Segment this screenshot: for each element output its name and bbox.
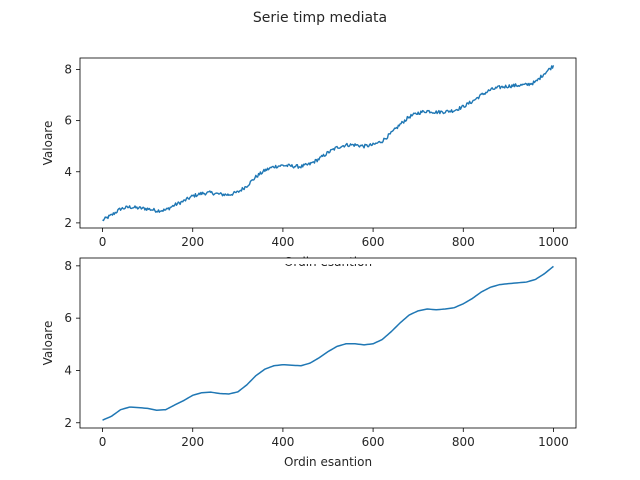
- bottom-y-tick-label: 6: [64, 311, 72, 325]
- top-x-tick-label: 800: [452, 235, 475, 249]
- bottom-x-tick-label: 1000: [538, 435, 569, 449]
- bottom-axes-background-edge: [80, 258, 576, 264]
- bottom-series-line: [102, 265, 554, 421]
- bottom-x-tick-label: 200: [181, 435, 204, 449]
- top-y-tick-label: 4: [64, 165, 72, 179]
- bottom-y-axis-label: Valoare: [41, 321, 55, 366]
- top-y-tick-label: 2: [64, 216, 72, 230]
- top-y-axis-label: Valoare: [41, 121, 55, 166]
- bottom-y-tick-label: 4: [64, 363, 72, 377]
- top-y-tick-label: 6: [64, 114, 72, 128]
- top-axes-frame: [79, 57, 577, 229]
- top-x-tick-label: 200: [181, 235, 204, 249]
- top-series-line: [102, 65, 555, 222]
- bottom-y-tick-label: 8: [64, 259, 72, 273]
- top-x-tick-label: 600: [362, 235, 385, 249]
- bottom-subplot: 0 200 400 600 800 1000 2 4 6 8 Ordin esantion Valoa…: [41, 257, 577, 469]
- bottom-x-tick-label: 800: [452, 435, 475, 449]
- bottom-x-tick-label: 400: [271, 435, 294, 449]
- bottom-x-tick-label: 600: [362, 435, 385, 449]
- bottom-y-tick-label: 2: [64, 416, 72, 430]
- bottom-x-tick-label: 0: [99, 435, 107, 449]
- bottom-axes-frame: [79, 257, 577, 429]
- top-x-tick-label: 1000: [538, 235, 569, 249]
- figure-suptitle: Serie timp mediata: [253, 10, 387, 26]
- top-x-tick-label: 400: [271, 235, 294, 249]
- top-y-tick-label: 8: [64, 63, 72, 77]
- top-x-tick-label: 0: [99, 235, 107, 249]
- bottom-x-axis-label: Ordin esantion: [284, 455, 372, 469]
